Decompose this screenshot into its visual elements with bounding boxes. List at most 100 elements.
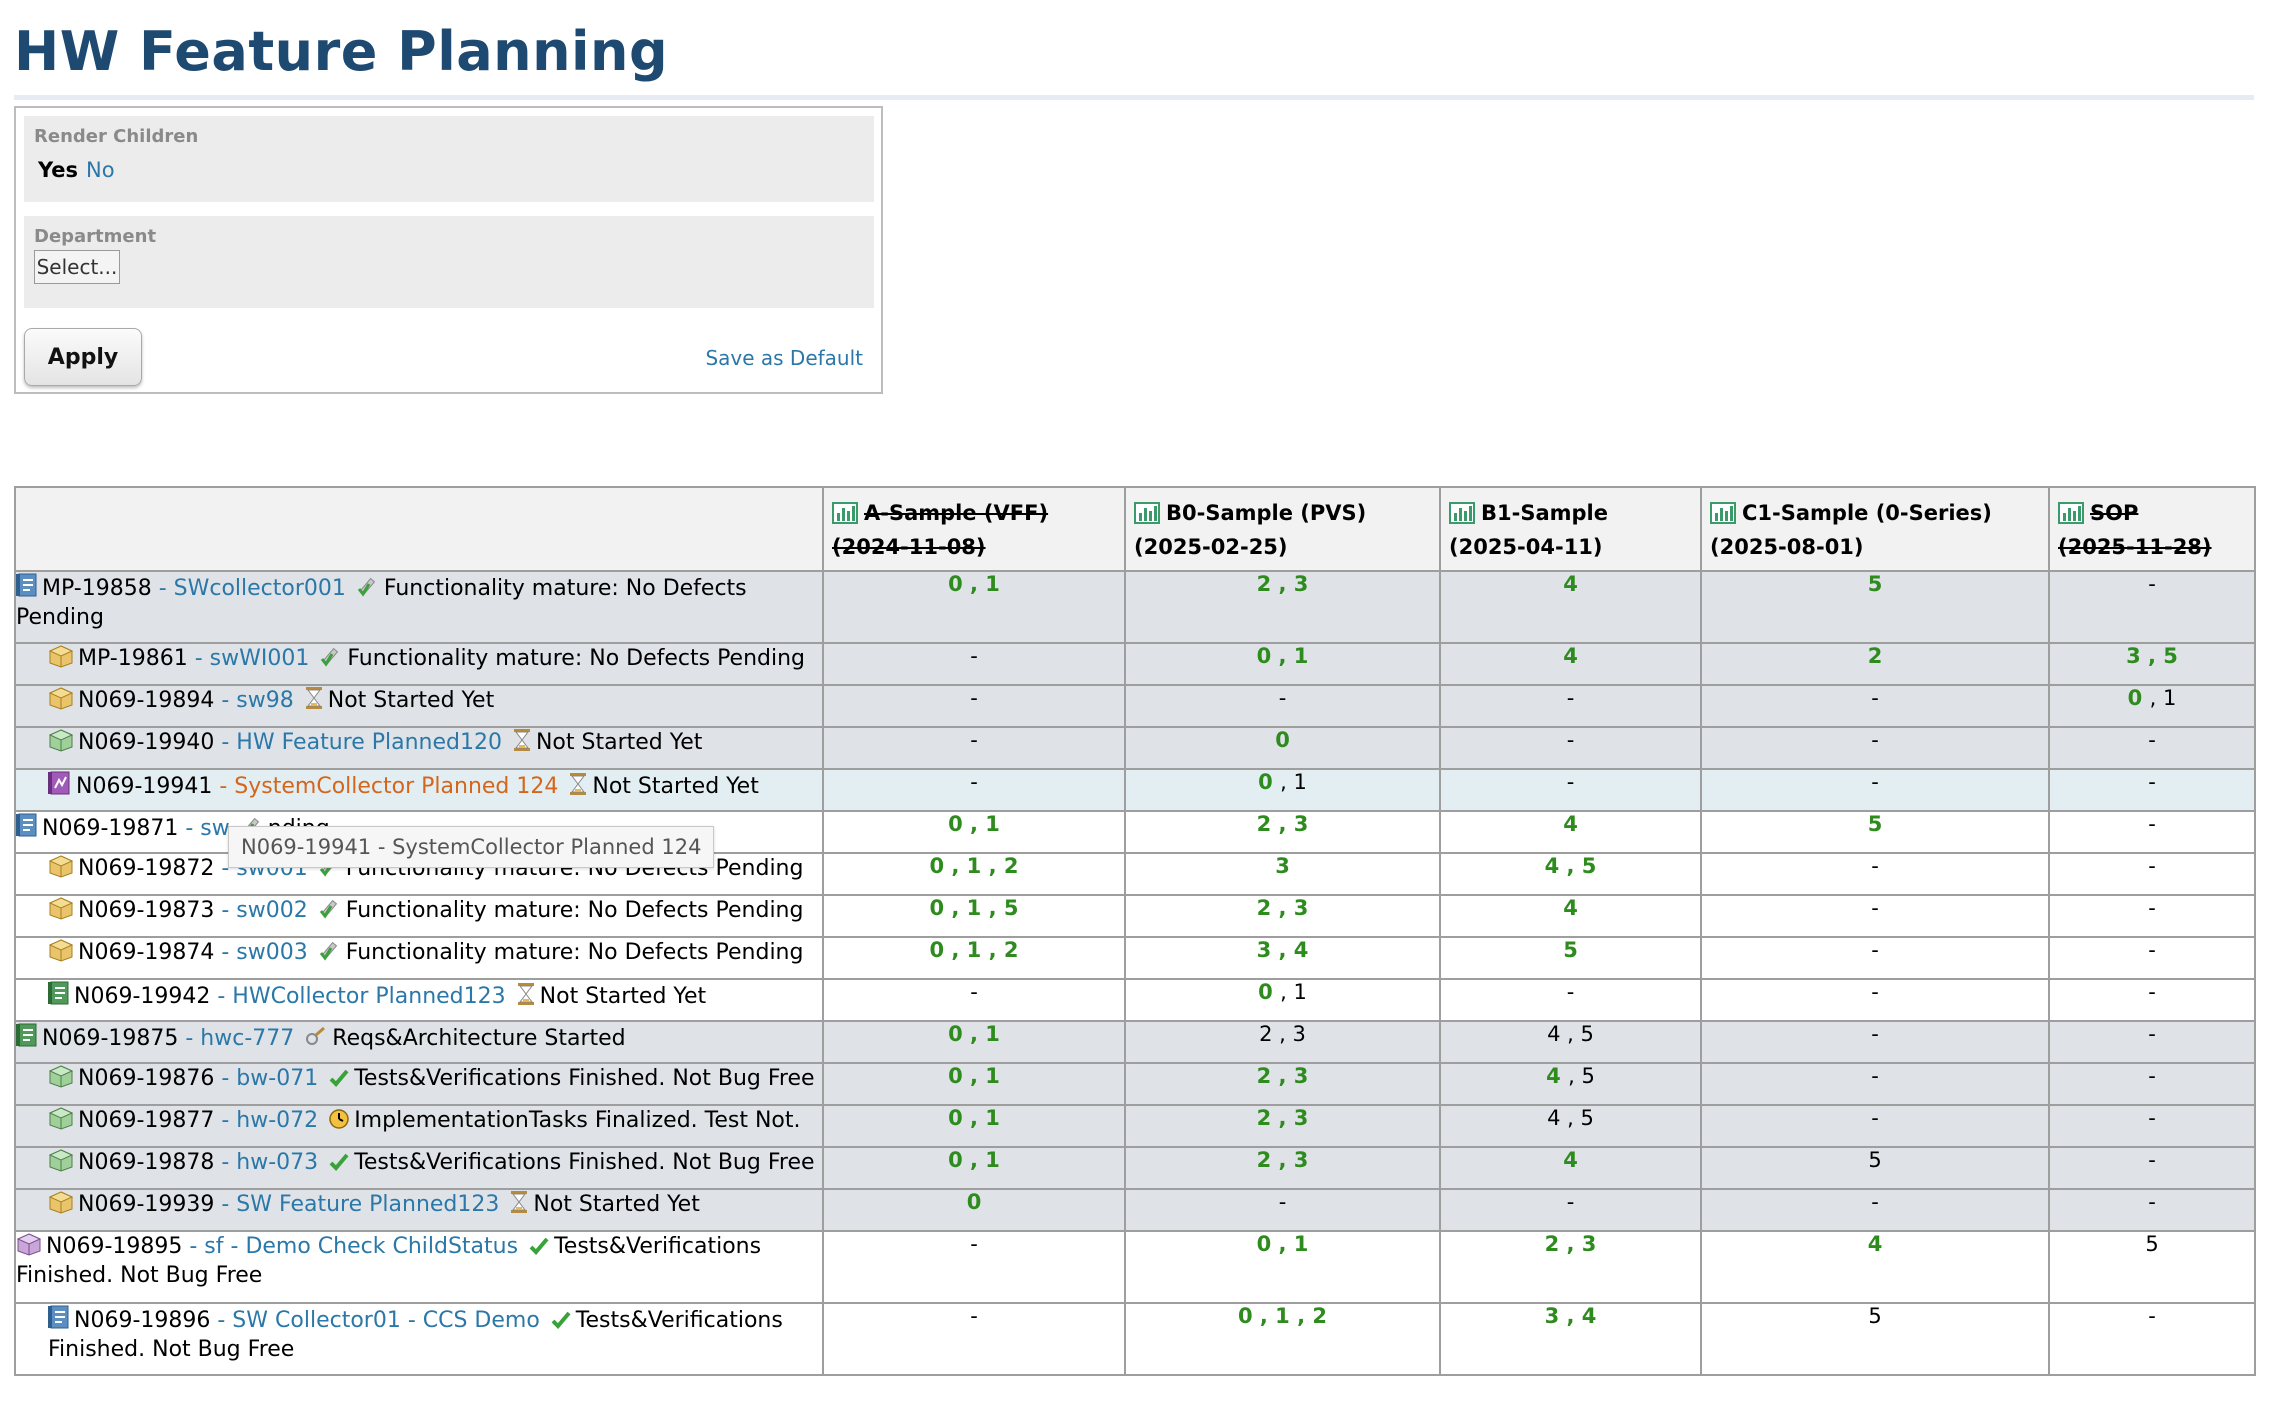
milestone-cell[interactable]: 4 , 5 <box>1439 1020 1702 1064</box>
milestone-cell[interactable]: - <box>2048 1020 2256 1064</box>
table-row[interactable]: MP-19858 - SWcollector001 Functionality m… <box>14 570 2256 644</box>
milestone-cell[interactable]: 2 , 3 <box>1124 1062 1441 1106</box>
milestone-cell[interactable]: - <box>1700 768 2050 812</box>
milestone-cell[interactable]: - <box>2048 768 2256 812</box>
milestone-cell[interactable]: 5 <box>1439 936 1702 980</box>
milestone-cell[interactable]: 4 <box>1439 810 1702 854</box>
table-row[interactable]: N069-19941 - SystemCollector Planned 124… <box>14 768 2256 812</box>
milestone-cell[interactable]: - <box>2048 978 2256 1022</box>
milestone-cell[interactable]: - <box>1124 1188 1441 1232</box>
table-row[interactable]: N069-19896 - SW Collector01 - CCS Demo Te… <box>14 1302 2256 1376</box>
milestone-cell[interactable]: 0 , 1 <box>1124 978 1441 1022</box>
table-row[interactable]: N069-19940 - HW Feature Planned120 Not St… <box>14 726 2256 770</box>
milestone-cell[interactable]: - <box>2048 726 2256 770</box>
milestone-cell[interactable]: 2 , 3 <box>1124 1020 1441 1064</box>
milestone-cell[interactable]: 4 , 5 <box>1439 1062 1702 1106</box>
milestone-cell[interactable]: - <box>1700 852 2050 896</box>
milestone-cell[interactable]: - <box>822 642 1126 686</box>
milestone-cell[interactable]: - <box>1700 978 2050 1022</box>
milestone-cell[interactable]: 4 , 5 <box>1439 1104 1702 1148</box>
milestone-cell[interactable]: 0 <box>1124 726 1441 770</box>
milestone-cell[interactable]: - <box>1700 1104 2050 1148</box>
milestone-cell[interactable]: 0 , 1 <box>822 1020 1126 1064</box>
table-row[interactable]: N069-19873 - sw002 Functionality mature: … <box>14 894 2256 938</box>
item-title-link[interactable]: - HW Feature Planned120 <box>221 730 502 755</box>
milestone-cell[interactable]: - <box>2048 894 2256 938</box>
milestone-cell[interactable]: 4 <box>1439 570 1702 644</box>
milestone-cell[interactable]: 0 , 1 <box>822 1062 1126 1106</box>
milestone-cell[interactable]: 3 , 4 <box>1124 936 1441 980</box>
milestone-cell[interactable]: - <box>1439 1188 1702 1232</box>
milestone-cell[interactable]: 0 , 1 <box>1124 642 1441 686</box>
milestone-cell[interactable]: - <box>1700 726 2050 770</box>
render-children-yes-option[interactable]: Yes <box>38 158 79 182</box>
item-title-link[interactable]: - sw <box>185 816 230 841</box>
apply-button[interactable]: Apply <box>24 328 142 386</box>
milestone-cell[interactable]: - <box>1439 726 1702 770</box>
milestone-cell[interactable]: - <box>2048 1146 2256 1190</box>
milestone-cell[interactable]: 3 , 4 <box>1439 1302 1702 1376</box>
save-as-default-link[interactable]: Save as Default <box>705 346 863 370</box>
milestone-cell[interactable]: 0 , 1 , 2 <box>822 936 1126 980</box>
item-title-link[interactable]: - hw-073 <box>221 1150 319 1175</box>
column-header-b0-sample[interactable]: B0-Sample (PVS) (2025-02-25) <box>1124 486 1441 572</box>
milestone-cell[interactable]: - <box>1700 684 2050 728</box>
milestone-cell[interactable]: 2 , 3 <box>1124 810 1441 854</box>
milestone-cell[interactable]: - <box>2048 936 2256 980</box>
item-title-link[interactable]: - sw003 <box>221 940 308 965</box>
item-title-link[interactable]: - SystemCollector Planned 124 <box>219 774 559 799</box>
milestone-cell[interactable]: 0 , 1 <box>822 1104 1126 1148</box>
milestone-cell[interactable]: 0 , 1 <box>1124 1230 1441 1304</box>
milestone-cell[interactable]: - <box>2048 852 2256 896</box>
milestone-cell[interactable]: 2 , 3 <box>1124 1104 1441 1148</box>
milestone-cell[interactable]: 0 , 1 <box>822 810 1126 854</box>
column-header-c1-sample[interactable]: C1-Sample (0-Series) (2025-08-01) <box>1700 486 2050 572</box>
department-select[interactable]: Select... <box>34 250 120 284</box>
milestone-cell[interactable]: 5 <box>1700 1302 2050 1376</box>
milestone-cell[interactable]: - <box>2048 1302 2256 1376</box>
table-row[interactable]: N069-19874 - sw003 Functionality mature: … <box>14 936 2256 980</box>
milestone-cell[interactable]: 2 , 3 <box>1439 1230 1702 1304</box>
item-title-link[interactable]: - sw002 <box>221 898 308 923</box>
milestone-cell[interactable]: 2 <box>1700 642 2050 686</box>
milestone-cell[interactable]: - <box>1439 978 1702 1022</box>
milestone-cell[interactable]: - <box>2048 810 2256 854</box>
milestone-cell[interactable]: - <box>1700 1020 2050 1064</box>
table-row[interactable]: N069-19878 - hw-073 Tests&Verifications F… <box>14 1146 2256 1190</box>
column-header-b1-sample[interactable]: B1-Sample (2025-04-11) <box>1439 486 1702 572</box>
table-row[interactable]: N069-19877 - hw-072 ImplementationTasks F… <box>14 1104 2256 1148</box>
milestone-cell[interactable]: 3 , 5 <box>2048 642 2256 686</box>
table-row[interactable]: N069-19939 - SW Feature Planned123 Not St… <box>14 1188 2256 1232</box>
milestone-cell[interactable]: 0 , 1 <box>822 570 1126 644</box>
milestone-cell[interactable]: - <box>1700 936 2050 980</box>
item-title-link[interactable]: - SWcollector001 <box>158 576 346 601</box>
milestone-cell[interactable]: - <box>1124 684 1441 728</box>
milestone-cell[interactable]: 0 , 1 <box>1124 768 1441 812</box>
milestone-cell[interactable]: 2 , 3 <box>1124 1146 1441 1190</box>
table-row[interactable]: N069-19875 - hwc-777 Reqs&Architecture St… <box>14 1020 2256 1064</box>
item-title-link[interactable]: - bw-071 <box>221 1066 319 1091</box>
milestone-cell[interactable]: - <box>1700 894 2050 938</box>
milestone-cell[interactable]: 2 , 3 <box>1124 894 1441 938</box>
item-title-link[interactable]: - hwc-777 <box>185 1026 295 1051</box>
milestone-cell[interactable]: 4 , 5 <box>1439 852 1702 896</box>
milestone-cell[interactable]: 5 <box>1700 570 2050 644</box>
milestone-cell[interactable]: 0 , 1 , 2 <box>1124 1302 1441 1376</box>
milestone-cell[interactable]: 3 <box>1124 852 1441 896</box>
milestone-cell[interactable]: 0 , 1 , 2 <box>822 852 1126 896</box>
milestone-cell[interactable]: 4 <box>1439 1146 1702 1190</box>
item-title-link[interactable]: - swWI001 <box>194 646 310 671</box>
render-children-no-option[interactable]: No <box>86 158 115 182</box>
milestone-cell[interactable]: - <box>2048 1188 2256 1232</box>
milestone-cell[interactable]: - <box>822 1302 1126 1376</box>
milestone-cell[interactable]: 4 <box>1700 1230 2050 1304</box>
milestone-cell[interactable]: 0 , 1 , 5 <box>822 894 1126 938</box>
milestone-cell[interactable]: 5 <box>1700 810 2050 854</box>
item-title-link[interactable]: - hw-072 <box>221 1108 319 1133</box>
table-row[interactable]: N069-19895 - sf - Demo Check ChildStatus… <box>14 1230 2256 1304</box>
table-row[interactable]: N069-19876 - bw-071 Tests&Verifications F… <box>14 1062 2256 1106</box>
milestone-cell[interactable]: - <box>2048 1104 2256 1148</box>
item-title-link[interactable]: - HWCollector Planned123 <box>217 984 506 1009</box>
milestone-cell[interactable]: - <box>2048 570 2256 644</box>
milestone-cell[interactable]: 0 , 1 <box>2048 684 2256 728</box>
